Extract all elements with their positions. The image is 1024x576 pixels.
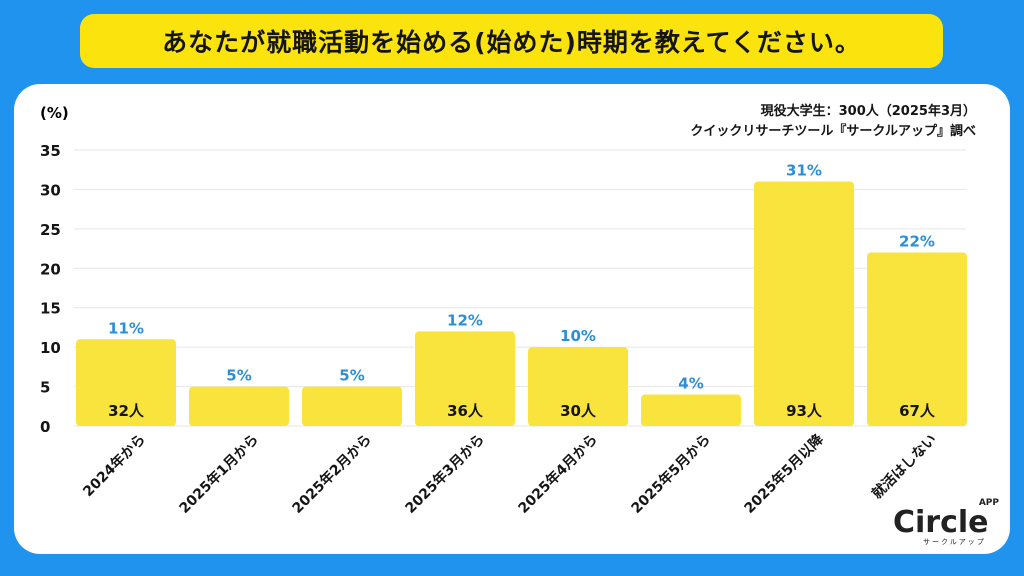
x-tick-label: 2024年から bbox=[80, 431, 149, 500]
y-tick-label: 30 bbox=[40, 181, 61, 199]
bar bbox=[867, 252, 967, 426]
y-axis-unit: (%) bbox=[40, 104, 69, 122]
value-label: 5% bbox=[226, 367, 251, 385]
x-tick-label: 2025年5月から bbox=[628, 431, 714, 517]
source-respondents: 現役大学生：300人（2025年3月） bbox=[760, 104, 976, 119]
y-tick-label: 10 bbox=[40, 339, 61, 357]
x-tick-label: 2025年2月から bbox=[289, 431, 375, 517]
value-label: 12% bbox=[447, 311, 483, 329]
y-tick-label: 5 bbox=[40, 379, 50, 397]
x-tick-label: 就活はしない bbox=[868, 431, 939, 502]
y-tick-label: 35 bbox=[40, 142, 61, 160]
x-tick-label: 2025年5月以降 bbox=[741, 430, 828, 517]
value-label: 4% bbox=[678, 374, 703, 392]
bar bbox=[189, 386, 289, 426]
x-tick-label: 2025年3月から bbox=[402, 431, 488, 517]
bar bbox=[415, 331, 515, 426]
source-survey: クイックリサーチツール『サークルアップ』調べ bbox=[690, 124, 976, 139]
count-label: 36人 bbox=[447, 402, 484, 420]
count-label: 30人 bbox=[560, 402, 597, 420]
bar bbox=[641, 394, 741, 426]
value-label: 31% bbox=[786, 162, 822, 180]
y-tick-label: 20 bbox=[40, 260, 61, 278]
value-label: 11% bbox=[108, 319, 144, 337]
value-label: 5% bbox=[339, 367, 364, 385]
y-tick-label: 25 bbox=[40, 221, 61, 239]
bar bbox=[76, 339, 176, 426]
logo-kana: サークルアップ bbox=[923, 538, 986, 546]
x-tick-label: 2025年1月から bbox=[176, 431, 262, 517]
logo-app: APP bbox=[978, 498, 999, 508]
y-tick-label: 15 bbox=[40, 300, 61, 318]
y-tick-label: 0 bbox=[40, 418, 50, 436]
x-tick-label: 2025年4月から bbox=[515, 431, 601, 517]
value-label: 10% bbox=[560, 327, 596, 345]
count-label: 32人 bbox=[108, 402, 145, 420]
circle-app-logo: APP Circle サークルアップ bbox=[893, 498, 1005, 547]
bar bbox=[302, 386, 402, 426]
logo-text: Circle bbox=[893, 505, 989, 540]
bar bbox=[754, 181, 854, 426]
count-label: 67人 bbox=[899, 402, 936, 420]
value-label: 22% bbox=[899, 233, 935, 251]
bar bbox=[528, 347, 628, 426]
count-label: 93人 bbox=[786, 402, 823, 420]
chart-title: あなたが就職活動を始める(始めた)時期を教えてください。 bbox=[80, 14, 943, 68]
